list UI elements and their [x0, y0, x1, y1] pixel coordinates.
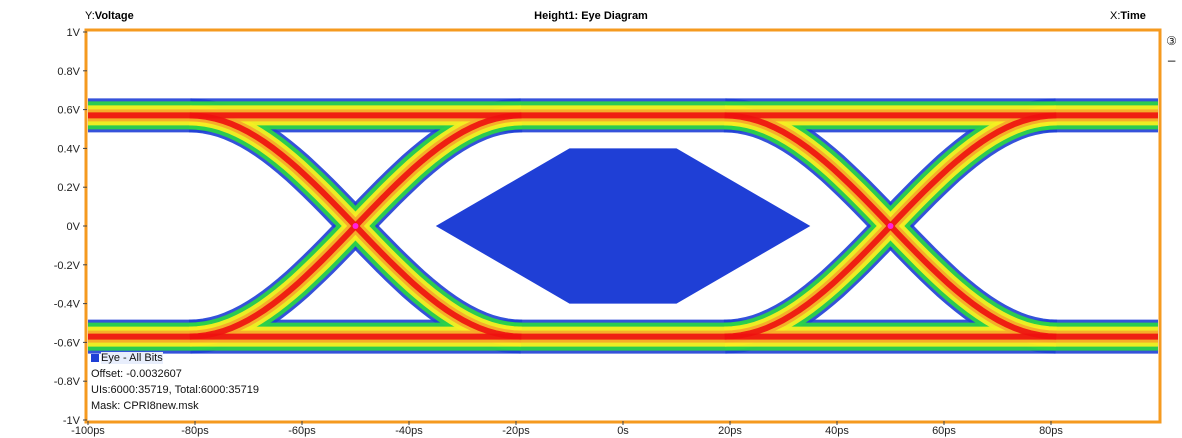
x-tick-label: -100ps [71, 425, 105, 437]
x-tick-label: -40ps [395, 425, 423, 437]
legend-series-name: Eye - All Bits [101, 352, 163, 364]
y-tick-label: -0.8V [54, 376, 81, 388]
x-tick-label: -20ps [502, 425, 530, 437]
collapse-button[interactable]: − [1166, 54, 1177, 68]
x-tick-label: 40ps [825, 425, 849, 437]
y-tick-label: 0.4V [57, 143, 80, 155]
crossing-point [887, 223, 894, 229]
chart-title: Height1: Eye Diagram [534, 10, 648, 22]
x-tick-label: 0s [617, 425, 629, 437]
x-tick-label: 80ps [1039, 425, 1063, 437]
mask-polygon [435, 148, 811, 304]
y-tick-label: 0.8V [57, 66, 80, 78]
x-tick-label: 20ps [718, 425, 742, 437]
legend-box: Eye - All Bits Offset: -0.0032607 UIs:60… [91, 350, 259, 414]
y-tick-label: 1V [67, 27, 81, 39]
y-tick-label: 0.2V [57, 182, 80, 194]
x-prefix: X: [1110, 10, 1121, 22]
mask-layer [435, 148, 811, 304]
y-tick-label: -1V [63, 415, 81, 427]
y-axis-header: Y:Voltage [85, 10, 134, 22]
x-tick-label: 60ps [932, 425, 956, 437]
y-tick-label: 0V [67, 221, 81, 233]
crossing-point [352, 223, 359, 229]
y-axis-label: Voltage [94, 10, 134, 22]
x-axis-label: Time [1120, 10, 1146, 22]
x-axis-ticks: -100ps -80ps -60ps -40ps -20ps 0s 20ps 40ps 60ps… [71, 421, 1063, 437]
chart-title-row: Height1: Eye Diagram [0, 10, 1182, 22]
side-toolbar: ③ − [1164, 34, 1180, 74]
y-prefix: Y: [85, 10, 95, 22]
series-swatch-icon [91, 354, 99, 363]
x-tick-label: -80ps [181, 425, 209, 437]
y-tick-label: -0.6V [54, 337, 81, 349]
y-axis-ticks: 1V 0.8V 0.6V 0.4V 0.2V 0V -0.2V -0.4V -0.6V -0.8V… [54, 27, 87, 427]
y-tick-label: 0.6V [57, 105, 80, 117]
legend-offset: Offset: -0.0032607 [91, 368, 182, 380]
legend-series-row[interactable]: Eye - All Bits [91, 350, 259, 366]
x-axis-header: X:Time [1110, 10, 1146, 22]
x-tick-label: -60ps [288, 425, 316, 437]
channel-3-button[interactable]: ③ [1166, 34, 1177, 48]
crossing-markers [352, 223, 894, 229]
y-tick-label: -0.4V [54, 299, 81, 311]
legend-uis: UIs:6000:35719, Total:6000:35719 [91, 384, 259, 396]
y-tick-label: -0.2V [54, 260, 81, 272]
legend-mask: Mask: CPRI8new.msk [91, 400, 199, 412]
